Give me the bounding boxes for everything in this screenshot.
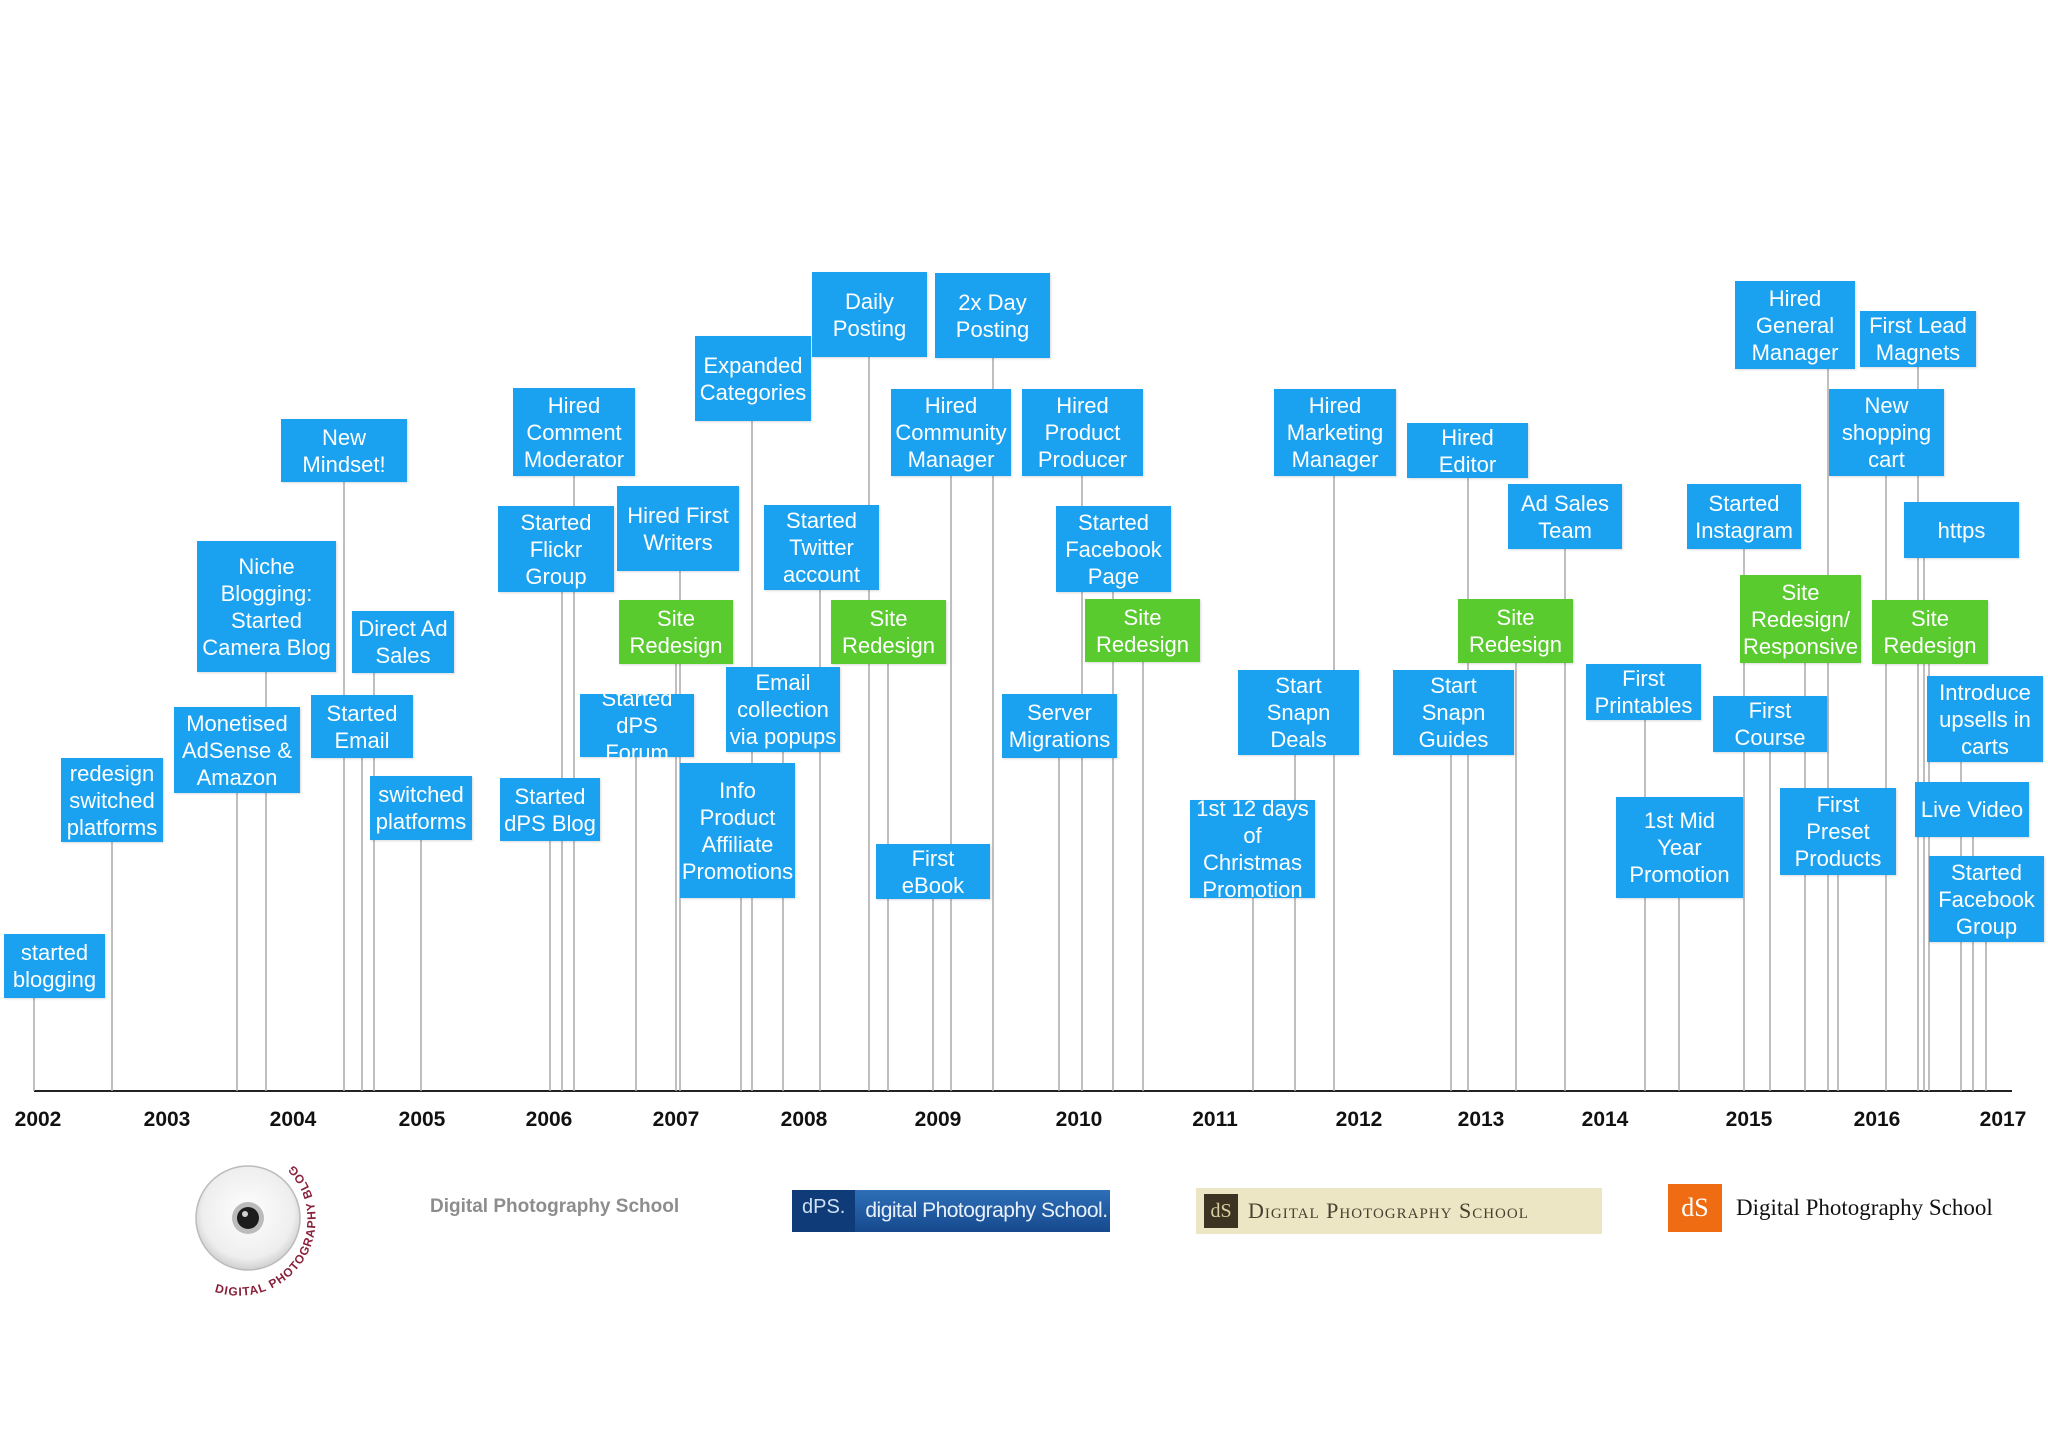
event-new-shopping-cart: New shopping cart [1829, 389, 1944, 476]
event-daily-posting: Daily Posting [812, 272, 927, 357]
event-info-product-affiliate: Info Product Affiliate Promotions [680, 763, 795, 898]
year-label: 2004 [269, 1108, 317, 1131]
event-redesign-switched-platforms: redesign switched platforms [61, 758, 163, 842]
event-first-printables: First Printables [1586, 664, 1701, 720]
event-new-mindset: New Mindset! [281, 419, 407, 482]
event-snapn-guides: Start Snapn Guides [1393, 670, 1514, 755]
event-hired-product-producer: Hired Product Producer [1022, 389, 1143, 476]
event-first-preset-products: First Preset Products [1780, 788, 1896, 875]
event-mid-year-promotion: 1st Mid Year Promotion [1616, 797, 1743, 898]
year-label: 2005 [398, 1108, 446, 1131]
event-snapn-deals: Start Snapn Deals [1238, 670, 1359, 755]
event-site-redesign-2013: Site Redesign [1458, 599, 1573, 663]
lens-logo-graphic: DIGITAL PHOTOGRAPHY BLOG [195, 1162, 318, 1299]
year-label: 2016 [1853, 1108, 1901, 1131]
year-label: 2007 [652, 1108, 700, 1131]
event-niche-blogging: Niche Blogging: Started Camera Blog [197, 541, 336, 672]
year-label: 2003 [143, 1108, 191, 1131]
logo-dps-blue-banner: dPS. digital Photography School. [792, 1190, 1110, 1232]
event-hired-general-manager: Hired General Manager [1735, 281, 1855, 369]
event-hired-first-writers: Hired First Writers [617, 486, 739, 571]
event-hired-comment-moderator: Hired Comment Moderator [513, 388, 635, 476]
event-christmas-promotion: 1st 12 days of Christmas Promotion [1190, 796, 1315, 902]
event-site-redesign-2016: Site Redesign [1872, 600, 1988, 664]
logo4-text: Digital Photography School [1248, 1198, 1529, 1223]
year-label: 2015 [1725, 1108, 1773, 1131]
event-started-flickr-group: Started Flickr Group [498, 506, 614, 592]
event-ad-sales-team: Ad Sales Team [1508, 484, 1622, 549]
event-hired-marketing-manager: Hired Marketing Manager [1274, 389, 1396, 476]
year-label: 2012 [1335, 1108, 1383, 1131]
year-label: 2014 [1581, 1108, 1629, 1131]
event-email-collection-popups: Email collection via popups [726, 667, 840, 752]
event-live-video: Live Video [1915, 782, 2029, 837]
event-hired-editor: Hired Editor [1407, 423, 1528, 478]
event-first-course: First Course [1713, 696, 1827, 752]
logo-photography-blog: DIGITAL PHOTOGRAPHY BLOG [190, 1140, 330, 1300]
logo-dps-text-gray: Digital Photography School [430, 1196, 680, 1217]
year-label: 2002 [14, 1108, 62, 1131]
logo5-mark: dS [1668, 1184, 1722, 1232]
event-switched-platforms: switched platforms [370, 776, 472, 840]
event-introduce-upsells: Introduce upsells in carts [1927, 676, 2043, 762]
logo-dps-orange: dS Digital Photography School [1668, 1184, 1993, 1232]
event-started-blogging: started blogging [4, 934, 105, 998]
event-site-redesign-2007: Site Redesign [619, 600, 733, 664]
event-server-migrations: Server Migrations [1002, 694, 1117, 758]
event-started-twitter: Started Twitter account [764, 505, 879, 590]
event-first-lead-magnets: First Lead Magnets [1860, 311, 1976, 367]
logo3-text: digital Photography School. [865, 1199, 1108, 1222]
event-direct-ad-sales: Direct Ad Sales [352, 611, 454, 673]
logo3-mark: dPS. [792, 1190, 856, 1232]
logo4-mark: dS [1204, 1194, 1238, 1228]
event-site-redesign-responsive: Site Redesign/ Responsive [1740, 575, 1861, 663]
event-started-instagram: Started Instagram [1687, 484, 1801, 549]
event-hired-twice-day-posting: 2x Day Posting [935, 273, 1050, 358]
event-site-redesign-2008: Site Redesign [831, 600, 946, 664]
year-label: 2011 [1192, 1108, 1238, 1131]
logo-dps-beige-banner: dS Digital Photography School [1196, 1188, 1602, 1234]
event-started-email: Started Email [311, 695, 413, 758]
year-label: 2008 [780, 1108, 828, 1131]
year-label: 2010 [1055, 1108, 1103, 1131]
year-label: 2013 [1457, 1108, 1505, 1131]
year-label: 2006 [525, 1108, 573, 1131]
event-expanded-categories: Expanded Categories [695, 336, 811, 421]
event-started-facebook-group: Started Facebook Group [1929, 856, 2044, 942]
event-started-facebook-page: Started Facebook Page [1056, 506, 1171, 592]
logo5-text: Digital Photography School [1736, 1195, 1993, 1220]
event-started-dps-blog: Started dPS Blog [500, 778, 600, 841]
year-label: 2009 [914, 1108, 962, 1131]
year-label: 2017 [1979, 1108, 2027, 1131]
event-monetised-adsense-amazon: Monetised AdSense & Amazon [174, 707, 300, 793]
event-https: https [1904, 502, 2019, 558]
event-first-ebook: First eBook [876, 844, 990, 899]
event-started-dps-forum: Started dPS Forum [580, 686, 694, 765]
event-site-redesign-2010: Site Redesign [1085, 599, 1200, 662]
event-hired-community-manager: Hired Community Manager [891, 389, 1011, 476]
